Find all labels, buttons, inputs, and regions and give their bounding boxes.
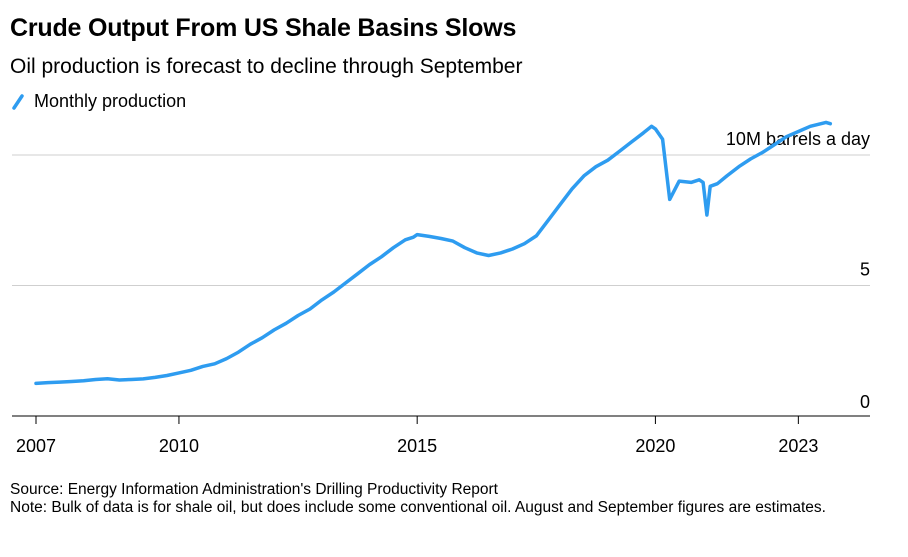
legend-label: Monthly production [34,91,187,111]
x-tick-label: 2015 [397,436,437,456]
x-tick-label: 2010 [159,436,199,456]
chart-title: Crude Output From US Shale Basins Slows [10,14,517,42]
x-tick-label: 2020 [635,436,675,456]
source-note: Source: Energy Information Administratio… [10,481,498,498]
chart-series [34,120,833,386]
footnote: Note: Bulk of data is for shale oil, but… [10,499,826,516]
x-axis: 2007 2010 2015 2020 2023 [12,415,870,456]
y-tick-label: 0 [860,392,870,412]
x-tick-label: 2023 [778,436,818,456]
legend-swatch-icon [12,93,24,110]
series-line-monthly-production [34,120,833,386]
chart-subtitle: Oil production is forecast to decline th… [10,55,523,78]
line-chart: 10M barrels a day 5 0 2007 2010 2015 2020 2023 [12,120,870,456]
legend: Monthly production [12,91,186,112]
y-axis-labels: 10M barrels a day 5 0 [726,129,870,412]
y-tick-label: 5 [860,260,870,280]
x-tick-label: 2007 [16,436,56,456]
y-tick-label: 10M barrels a day [726,129,870,149]
chart-footer: Source: Energy Information Administratio… [10,481,890,517]
chart-grid [12,154,870,286]
